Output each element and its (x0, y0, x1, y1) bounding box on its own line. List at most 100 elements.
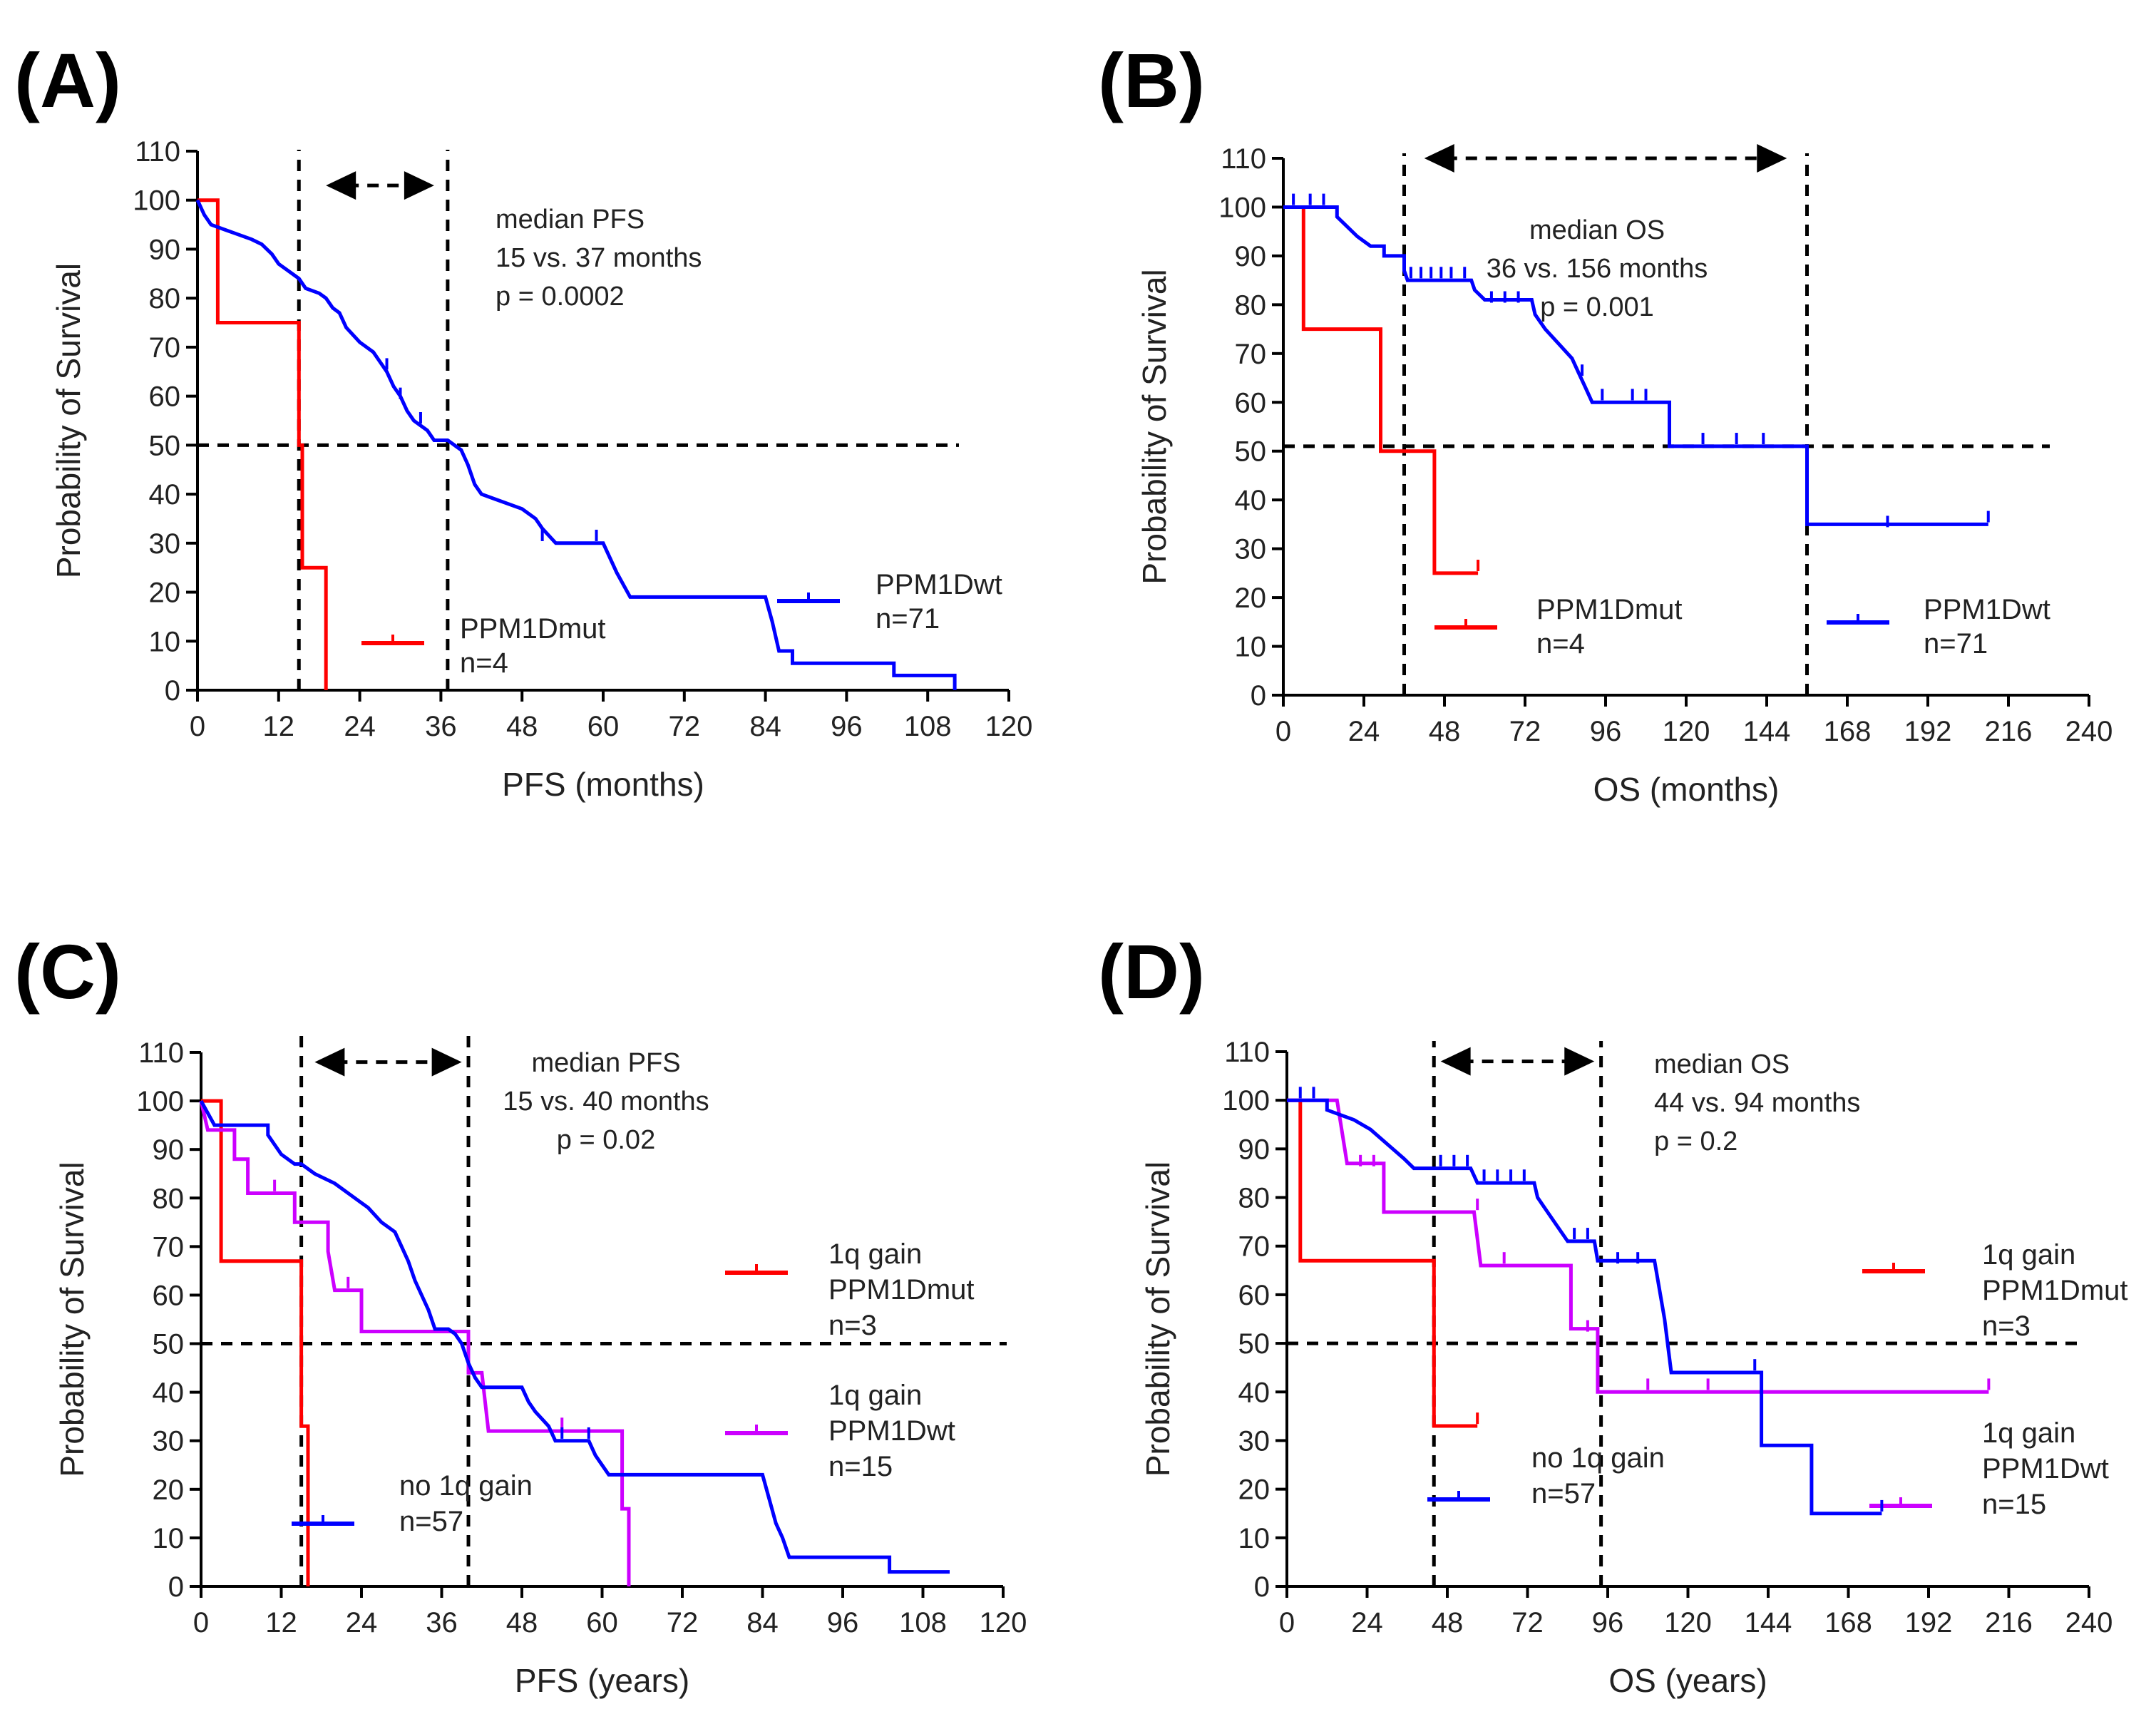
legend-label: PPM1Dwt (828, 1415, 955, 1447)
x-tick-label: 12 (265, 1607, 297, 1638)
arrow-left-icon (326, 171, 356, 200)
median-annotation-line: p = 0.0002 (496, 282, 625, 312)
y-tick-label: 70 (149, 332, 181, 364)
y-tick-label: 40 (1235, 485, 1267, 516)
y-tick-label: 110 (1224, 1037, 1270, 1068)
x-tick-label: 120 (1663, 716, 1710, 747)
y-tick-label: 50 (1235, 436, 1267, 468)
x-tick-label: 36 (425, 711, 457, 742)
x-tick-label: 60 (587, 711, 620, 742)
legend-label: 1q gain (828, 1380, 922, 1411)
legend-label: 1q gain (828, 1238, 922, 1270)
x-tick-label: 24 (344, 711, 376, 742)
survival-curve-ppm1dwt (195, 199, 957, 690)
legend-label: n=71 (1924, 628, 1988, 660)
median-annotation-line: median OS (1654, 1050, 1790, 1079)
x-tick-label: 72 (1509, 716, 1541, 747)
x-tick-label: 192 (1905, 1607, 1953, 1638)
x-tick-label: 216 (1985, 1607, 2033, 1638)
legend-label: n=15 (828, 1451, 893, 1482)
legend-label: PPM1Dmut (1536, 594, 1683, 625)
x-tick-label: 48 (506, 1607, 538, 1638)
legend-label: n=15 (1982, 1489, 2046, 1520)
arrow-right-icon (404, 171, 434, 200)
y-tick-label: 20 (149, 578, 181, 609)
arrow-left-icon (314, 1047, 345, 1077)
x-tick-label: 48 (1432, 1607, 1464, 1638)
y-tick-label: 110 (1221, 143, 1266, 175)
y-tick-label: 110 (135, 136, 180, 168)
legend-label: PPM1Dwt (876, 569, 1002, 600)
x-tick-label: 0 (190, 711, 205, 742)
legend-label: n=71 (876, 603, 940, 635)
y-tick-label: 90 (153, 1134, 185, 1166)
median-annotation-line: median OS (1529, 215, 1665, 245)
survival-curve-no-1q-gain (1287, 1098, 1882, 1516)
median-annotation-line: 15 vs. 40 months (503, 1087, 709, 1117)
panel-c: (C) 0 10 20 30 40 50 60 70 80 90 100 110 0 12 24 36 48 60 7… (14, 928, 1027, 1699)
legend-label: PPM1Dmut (1982, 1275, 2128, 1306)
x-axis-title: OS (years) (1608, 1662, 1767, 1699)
arrow-right-icon (1757, 144, 1787, 173)
y-tick-label: 0 (168, 1571, 184, 1603)
y-tick-label: 20 (1235, 583, 1267, 614)
arrow-left-icon (1424, 144, 1454, 173)
x-tick-label: 96 (1592, 1607, 1624, 1638)
y-tick-label: 70 (1238, 1231, 1270, 1263)
survival-curve-ppm1dmut (1283, 205, 1479, 575)
x-tick-label: 96 (827, 1607, 859, 1638)
y-tick-label: 60 (149, 381, 181, 413)
x-tick-label: 72 (667, 1607, 699, 1638)
x-tick-label: 12 (263, 711, 295, 742)
x-tick-label: 24 (1348, 716, 1380, 747)
y-tick-label: 30 (153, 1426, 185, 1457)
x-tick-label: 96 (831, 711, 863, 742)
x-tick-label: 192 (1904, 716, 1952, 747)
y-tick-label: 50 (149, 430, 181, 461)
x-tick-label: 0 (1279, 1607, 1295, 1638)
y-tick-label: 20 (153, 1474, 185, 1506)
x-tick-label: 84 (749, 711, 781, 742)
panel-d: (D) 0 10 20 30 40 50 60 70 80 90 100 110 0 24 48 72 96 120… (1098, 928, 2128, 1699)
legend-label: n=57 (399, 1506, 463, 1537)
median-annotation-line: p = 0.2 (1654, 1127, 1737, 1156)
survival-curve-ppm1dwt (1283, 205, 1988, 526)
y-tick-label: 30 (1235, 534, 1267, 565)
legend-label: PPM1Dwt (1982, 1453, 2109, 1484)
legend-label: n=3 (1982, 1310, 2031, 1342)
y-axis-title: Probability of Survival (50, 263, 87, 578)
y-tick-label: 100 (136, 1086, 184, 1117)
y-axis-title: Probability of Survival (1139, 1161, 1176, 1477)
survival-curve-ppm1dmut (197, 198, 328, 690)
y-axis-title: Probability of Survival (53, 1161, 91, 1477)
x-tick-label: 48 (1429, 716, 1461, 747)
x-axis-title: PFS (years) (515, 1662, 689, 1699)
legend-label: no 1q gain (1531, 1442, 1665, 1474)
panel-letter: (A) (14, 37, 121, 123)
x-axis-title: OS (months) (1593, 771, 1780, 808)
y-tick-label: 60 (1238, 1280, 1270, 1311)
legend-label: 1q gain (1982, 1239, 2075, 1271)
y-tick-label: 60 (153, 1280, 185, 1311)
legend-label: no 1q gain (399, 1470, 533, 1502)
x-tick-label: 144 (1745, 1607, 1792, 1638)
legend-label: PPM1Dmut (828, 1274, 975, 1305)
y-tick-label: 100 (1218, 192, 1266, 223)
x-tick-label: 144 (1743, 716, 1791, 747)
y-tick-label: 30 (149, 528, 181, 560)
y-tick-label: 70 (1235, 339, 1267, 370)
median-annotation-line: 36 vs. 156 months (1487, 254, 1708, 284)
x-tick-label: 24 (1351, 1607, 1383, 1638)
x-tick-label: 84 (746, 1607, 779, 1638)
x-tick-label: 96 (1590, 716, 1622, 747)
y-tick-label: 40 (1238, 1377, 1270, 1408)
y-tick-label: 80 (1238, 1183, 1270, 1214)
arrow-right-icon (1564, 1047, 1595, 1076)
survival-curve-no-1q-gain (199, 1099, 950, 1574)
y-tick-label: 0 (1254, 1571, 1270, 1603)
median-annotation-line: 44 vs. 94 months (1654, 1088, 1860, 1118)
survival-curve-1q-gain-ppm1dwt (1287, 1098, 1989, 1394)
y-tick-label: 50 (153, 1329, 185, 1360)
x-tick-label: 120 (980, 1607, 1027, 1638)
y-tick-label: 10 (153, 1523, 185, 1554)
